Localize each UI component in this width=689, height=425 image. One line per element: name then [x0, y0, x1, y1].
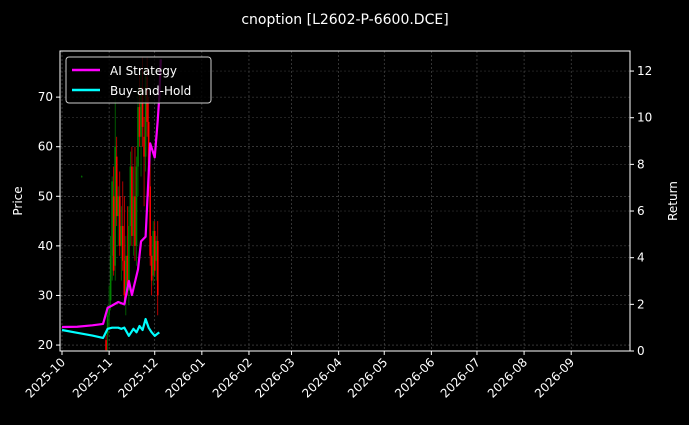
series-line-ai-strategy	[61, 59, 162, 329]
plot-frame	[59, 50, 631, 352]
candle-body	[138, 107, 141, 137]
candle-body	[117, 196, 120, 217]
candle-body	[115, 156, 118, 217]
candle-body	[108, 305, 110, 316]
candle-body	[125, 255, 127, 296]
y2-tick-label: 8	[637, 157, 645, 171]
y2-tick-label: 6	[637, 204, 645, 218]
candle-body	[134, 196, 136, 246]
chart-title: cnoption [L2602-P-6600.DCE]	[241, 12, 448, 28]
candle-body	[144, 77, 147, 157]
y2-tick-label: 4	[637, 251, 645, 265]
candle-body	[156, 240, 159, 296]
candle-body	[140, 87, 142, 137]
candle-body	[111, 181, 113, 256]
candle-body	[155, 240, 158, 261]
candle-body	[112, 196, 115, 271]
candle-body	[129, 166, 132, 227]
y2-axis-label: Return	[666, 181, 680, 221]
y-tick-label: 60	[38, 140, 53, 154]
candle-body	[123, 260, 126, 296]
candle-body	[80, 176, 83, 178]
x-tick-label: 2026-01	[163, 355, 208, 400]
candle-body	[152, 231, 154, 276]
x-tick-label: 2026-06	[392, 355, 437, 400]
x-tick-label: 2026-02	[210, 355, 255, 400]
legend-label-ai-strategy: AI Strategy	[110, 64, 177, 78]
candle-body	[143, 136, 145, 157]
x-tick-label: 2025-11	[70, 355, 115, 400]
candle-body	[118, 196, 121, 246]
x-tick-label: 2026-05	[345, 355, 390, 400]
candle-body	[131, 166, 133, 236]
candle-body	[135, 166, 138, 246]
x-tick-label: 2026-08	[485, 355, 530, 400]
candle-body	[149, 186, 151, 256]
axes: 2025-10 2025-11 2025-12 2026-01 2026-022026-…	[23, 64, 653, 401]
legend-label-buy-and-hold: Buy-and-Hold	[110, 84, 191, 98]
y2-tick-label: 0	[637, 344, 645, 358]
candle-body	[109, 255, 112, 301]
legend: AI Strategy Buy-and-Hold	[65, 56, 212, 104]
lines	[61, 59, 162, 340]
y2-tick-label: 12	[637, 64, 652, 78]
x-tick-label: 2026-07	[438, 355, 483, 400]
y-axis-label: Price	[11, 186, 25, 215]
x-tick-label: 2025-12	[115, 355, 160, 400]
x-tick-label: 2026-03	[252, 355, 297, 400]
x-tick-label: 2025-10	[23, 355, 68, 400]
candle-body	[137, 107, 139, 167]
series-line-buy-and-hold	[61, 317, 160, 340]
candle-body	[132, 196, 135, 236]
y2-tick-label: 10	[637, 111, 652, 125]
candle-body	[120, 226, 123, 246]
x-tick-label: 2026-04	[299, 355, 344, 400]
candle-body	[150, 255, 153, 281]
candle-body	[153, 231, 156, 271]
y-tick-label: 50	[38, 189, 53, 203]
grid	[60, 51, 630, 352]
y2-tick-label: 2	[637, 297, 645, 311]
candle-body	[128, 226, 130, 291]
y-tick-label: 30	[38, 288, 53, 302]
x-tick-label: 2026-09	[532, 355, 577, 400]
legend-box	[65, 56, 212, 104]
candle-body	[106, 315, 109, 336]
y-tick-label: 20	[38, 338, 53, 352]
candle-body	[122, 226, 124, 261]
candle-body	[105, 340, 107, 351]
y-tick-label: 70	[38, 90, 53, 104]
candle-body	[141, 87, 144, 127]
y-tick-label: 40	[38, 239, 53, 253]
candle-body	[114, 146, 116, 266]
candle-body	[126, 255, 129, 286]
